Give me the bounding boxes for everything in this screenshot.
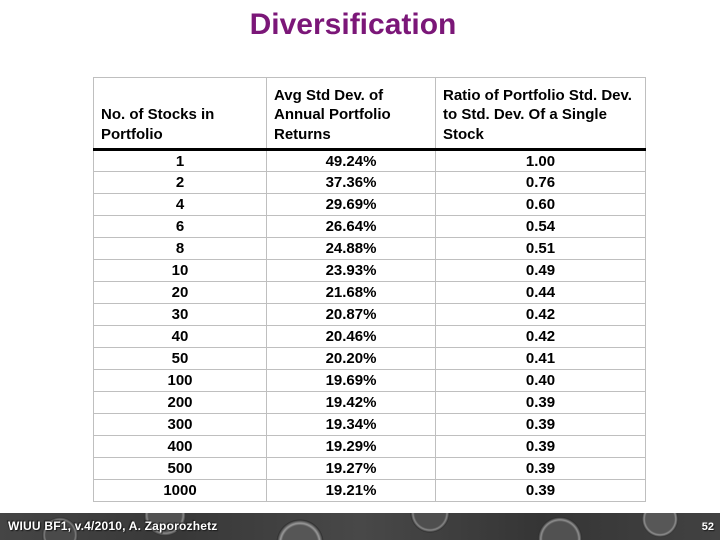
footer-credit: WIUU BF1, v.4/2010, A. Zaporozhetz bbox=[8, 519, 218, 533]
table-row: 4 29.69% 0.60 bbox=[93, 193, 646, 216]
table-row: 10 23.93% 0.49 bbox=[93, 259, 646, 282]
table-cell: 49.24% bbox=[266, 149, 436, 172]
table-row: 50 20.20% 0.41 bbox=[93, 347, 646, 370]
table-cell: 19.29% bbox=[266, 435, 436, 458]
table-cell: 300 bbox=[93, 413, 267, 436]
table-cell: 0.40 bbox=[435, 369, 646, 392]
table-cell: 20.20% bbox=[266, 347, 436, 370]
table-cell: 30 bbox=[93, 303, 267, 326]
table-cell: 0.51 bbox=[435, 237, 646, 260]
table-cell: 26.64% bbox=[266, 215, 436, 238]
footer-bar: WIUU BF1, v.4/2010, A. Zaporozhetz 52 bbox=[0, 513, 720, 540]
table-cell: 40 bbox=[93, 325, 267, 348]
table-body: 1 49.24% 1.00 2 37.36% 0.76 4 29.69% 0.60 6 26.64%… bbox=[93, 149, 646, 502]
table-cell: 20 bbox=[93, 281, 267, 304]
table-cell: 0.39 bbox=[435, 457, 646, 480]
table-row: 20 21.68% 0.44 bbox=[93, 281, 646, 304]
table-cell: 19.21% bbox=[266, 479, 436, 502]
table-cell: 4 bbox=[93, 193, 267, 216]
table-cell: 21.68% bbox=[266, 281, 436, 304]
table-row: 100 19.69% 0.40 bbox=[93, 369, 646, 392]
table-cell: 19.42% bbox=[266, 391, 436, 414]
table-row: 8 24.88% 0.51 bbox=[93, 237, 646, 260]
table-cell: 37.36% bbox=[266, 171, 436, 194]
column-header-avg-std-dev: Avg Std Dev. of Annual Portfolio Returns bbox=[266, 77, 436, 151]
table-cell: 50 bbox=[93, 347, 267, 370]
table-cell: 0.39 bbox=[435, 391, 646, 414]
table-row: 500 19.27% 0.39 bbox=[93, 457, 646, 480]
table-row: 200 19.42% 0.39 bbox=[93, 391, 646, 414]
table-cell: 24.88% bbox=[266, 237, 436, 260]
table-cell: 10 bbox=[93, 259, 267, 282]
table-cell: 19.69% bbox=[266, 369, 436, 392]
table-cell: 1.00 bbox=[435, 149, 646, 172]
table-cell: 0.39 bbox=[435, 435, 646, 458]
table-cell: 0.39 bbox=[435, 413, 646, 436]
table-cell: 100 bbox=[93, 369, 267, 392]
table-row: 2 37.36% 0.76 bbox=[93, 171, 646, 194]
table-row: 400 19.29% 0.39 bbox=[93, 435, 646, 458]
column-header-ratio: Ratio of Portfolio Std. Dev. to Std. Dev… bbox=[435, 77, 646, 151]
table-cell: 20.46% bbox=[266, 325, 436, 348]
table-cell: 0.42 bbox=[435, 325, 646, 348]
table-cell: 6 bbox=[93, 215, 267, 238]
slide-number: 52 bbox=[701, 521, 714, 533]
table-cell: 0.39 bbox=[435, 479, 646, 502]
table-cell: 500 bbox=[93, 457, 267, 480]
table-cell: 0.54 bbox=[435, 215, 646, 238]
table-cell: 19.27% bbox=[266, 457, 436, 480]
table-cell: 0.41 bbox=[435, 347, 646, 370]
table-row: 40 20.46% 0.42 bbox=[93, 325, 646, 348]
table-cell: 2 bbox=[93, 171, 267, 194]
diversification-table: No. of Stocks in Portfolio Avg Std Dev. … bbox=[93, 77, 646, 502]
table-cell: 29.69% bbox=[266, 193, 436, 216]
table-header-row: No. of Stocks in Portfolio Avg Std Dev. … bbox=[93, 77, 646, 151]
table-cell: 400 bbox=[93, 435, 267, 458]
table-cell: 0.44 bbox=[435, 281, 646, 304]
table-cell: 200 bbox=[93, 391, 267, 414]
table-row: 300 19.34% 0.39 bbox=[93, 413, 646, 436]
table-cell: 23.93% bbox=[266, 259, 436, 282]
table-cell: 0.49 bbox=[435, 259, 646, 282]
table-row: 1 49.24% 1.00 bbox=[93, 149, 646, 172]
table-cell: 0.60 bbox=[435, 193, 646, 216]
table-cell: 1 bbox=[93, 149, 267, 172]
table-row: 30 20.87% 0.42 bbox=[93, 303, 646, 326]
slide-title: Diversification bbox=[249, 8, 457, 41]
table-header: No. of Stocks in Portfolio Avg Std Dev. … bbox=[93, 77, 646, 151]
column-header-stocks: No. of Stocks in Portfolio bbox=[93, 77, 267, 151]
table-cell: 20.87% bbox=[266, 303, 436, 326]
table-cell: 8 bbox=[93, 237, 267, 260]
table-cell: 19.34% bbox=[266, 413, 436, 436]
table-cell: 1000 bbox=[93, 479, 267, 502]
table-row: 6 26.64% 0.54 bbox=[93, 215, 646, 238]
table-cell: 0.76 bbox=[435, 171, 646, 194]
table-cell: 0.42 bbox=[435, 303, 646, 326]
table-row: 1000 19.21% 0.39 bbox=[93, 479, 646, 502]
